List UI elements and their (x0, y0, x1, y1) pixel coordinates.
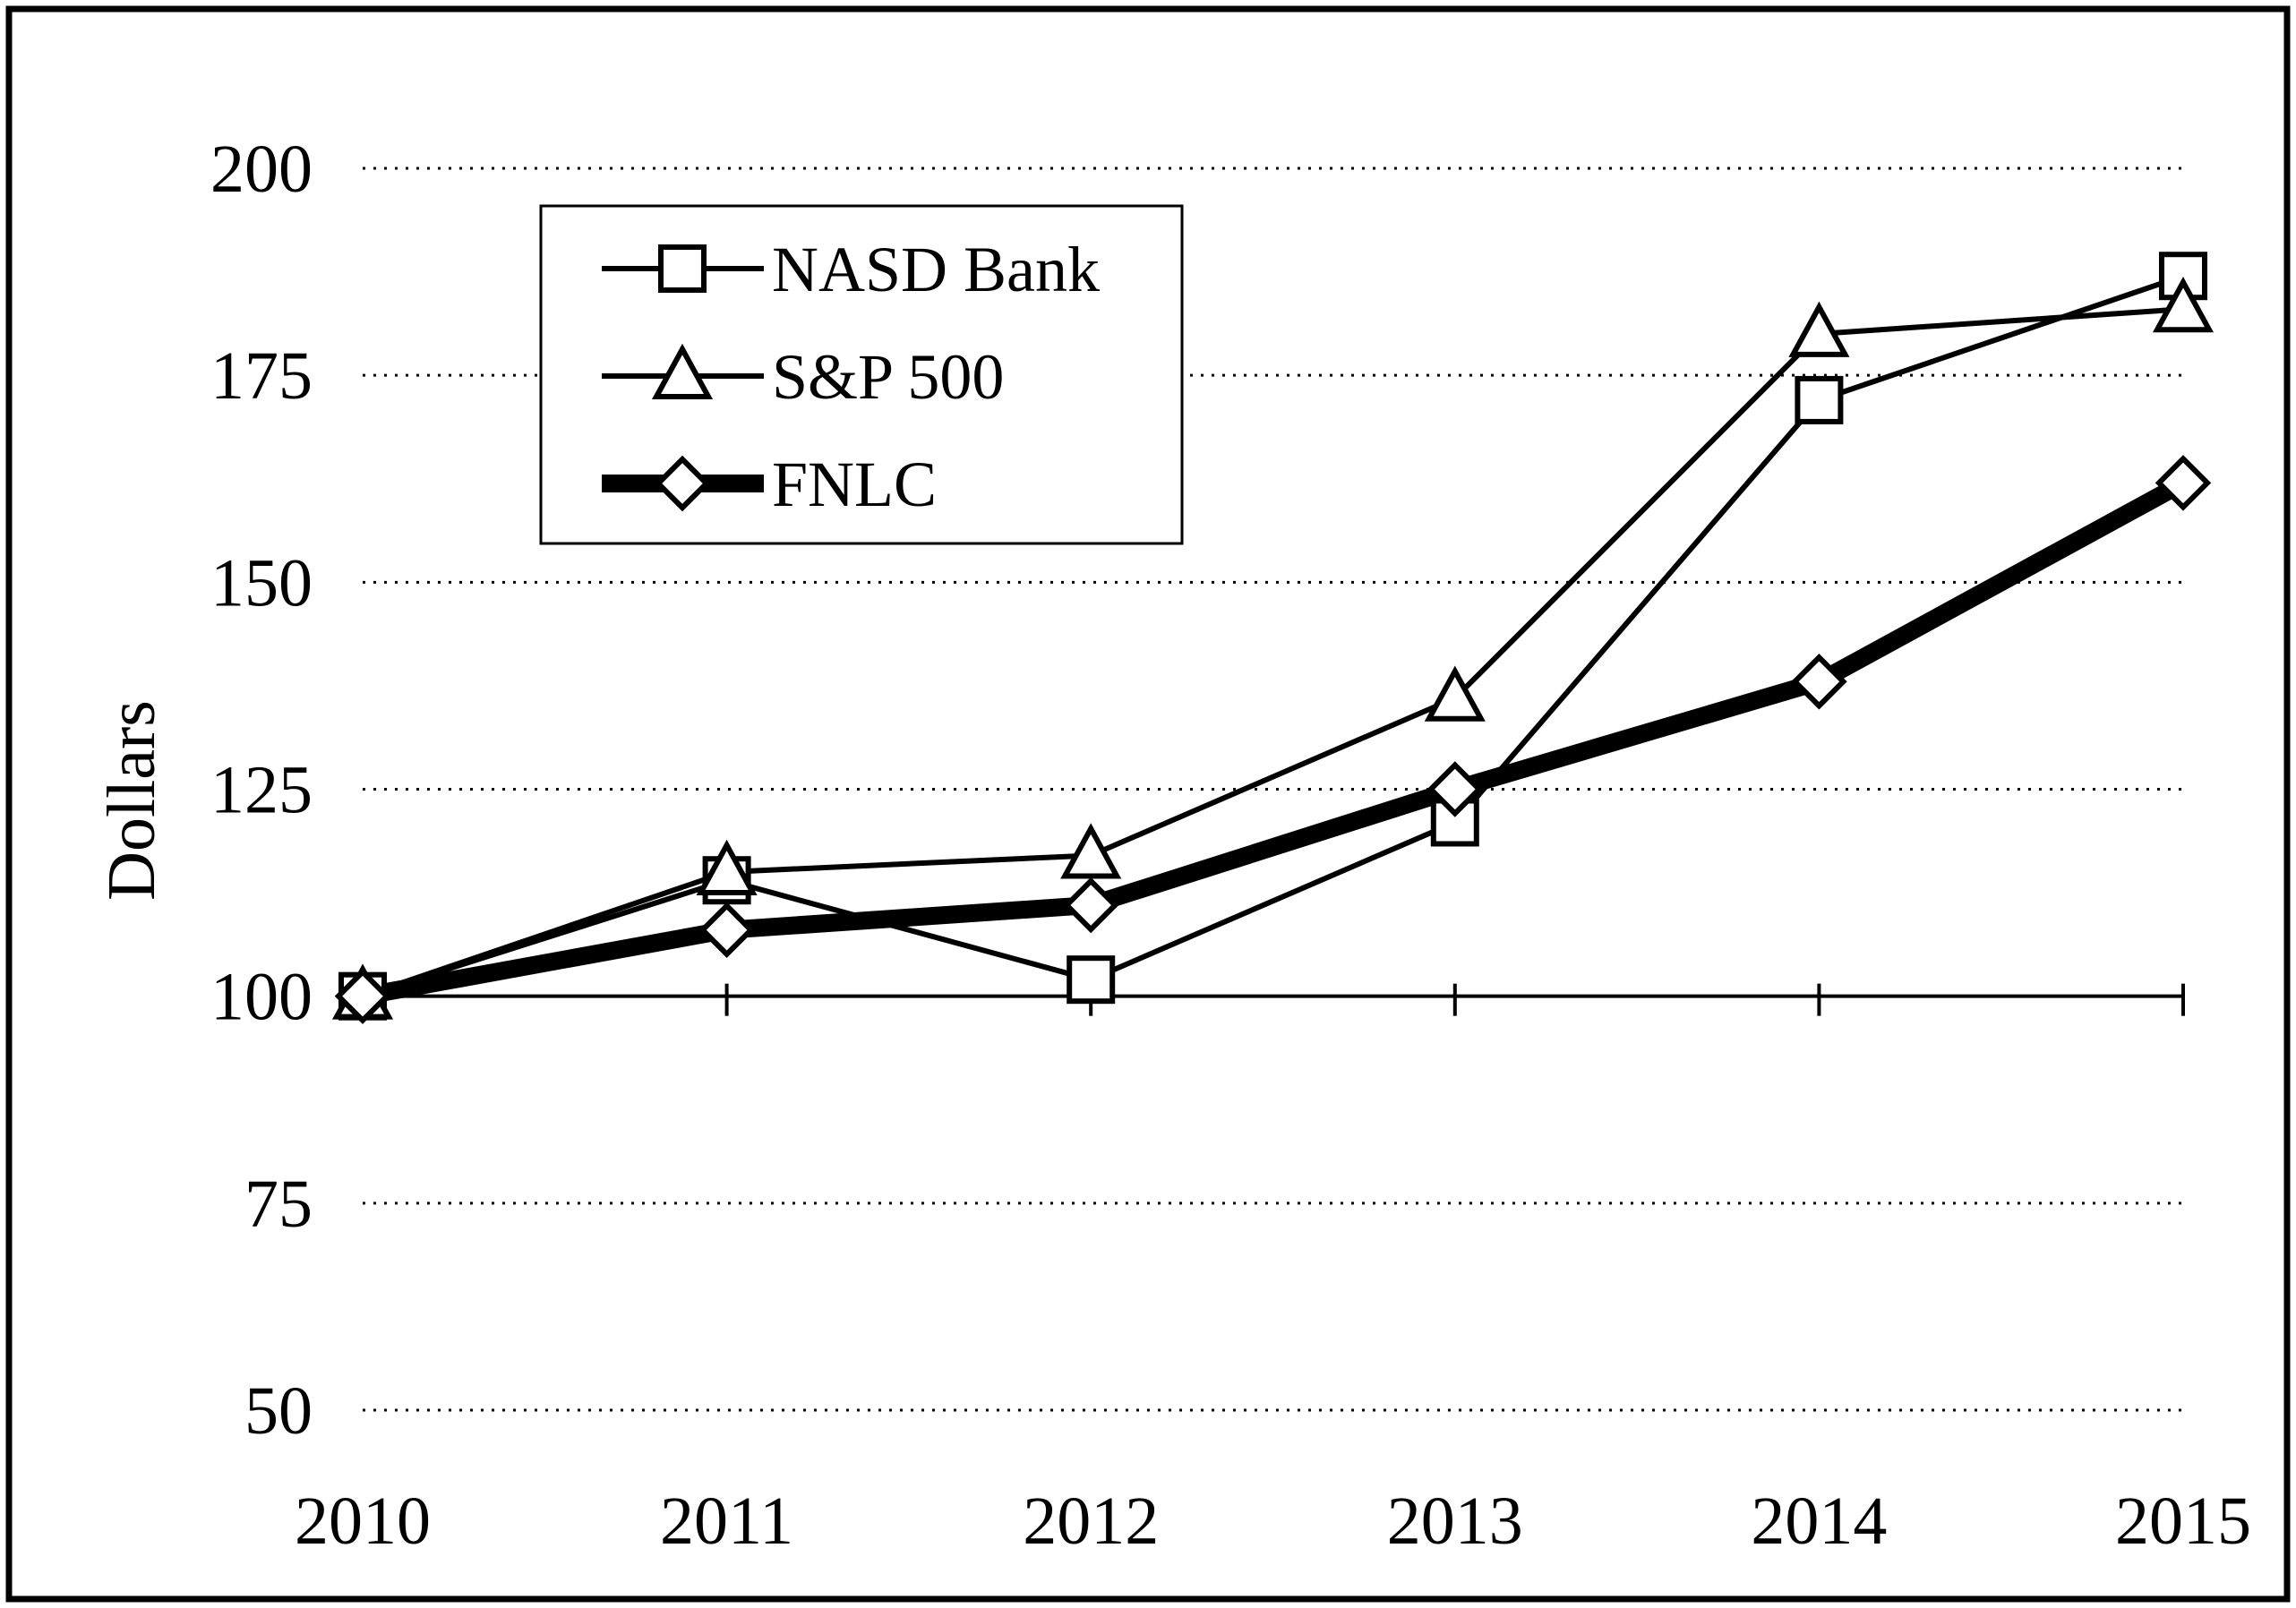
legend: NASD Bank S&P 500 FNLC (539, 204, 1184, 545)
marker-fnlc (334, 968, 391, 1024)
series-line-s-p-500 (362, 306, 2184, 999)
series-line-nasd-bank (362, 273, 2184, 999)
x-tick-label: 2011 (660, 1484, 793, 1559)
y-tick-label: 125 (210, 753, 313, 828)
marker-s-p-500 (2152, 276, 2215, 333)
marker-fnlc (698, 902, 755, 958)
marker-s-p-500 (696, 839, 758, 895)
marker-fnlc (2155, 455, 2212, 511)
figure-border (5, 5, 2291, 1603)
legend-marker-s-p-500 (651, 343, 714, 399)
marker-fnlc (1791, 654, 1847, 710)
x-tick-label: 2013 (1387, 1484, 1523, 1559)
series-markers-fnlc (334, 455, 2212, 1024)
series-line-fnlc (361, 475, 2188, 1005)
marker-nasd-bank (1067, 955, 1116, 1005)
y-tick-label: 100 (210, 960, 313, 1035)
marker-s-p-500 (1788, 301, 1850, 357)
legend-label-s-p-500: S&P 500 (772, 341, 1004, 413)
legend-marker-fnlc (654, 455, 711, 512)
marker-nasd-bank (1795, 375, 1844, 424)
marker-s-p-500 (1060, 823, 1122, 879)
y-tick-label: 150 (210, 545, 313, 620)
marker-fnlc (1062, 877, 1119, 934)
x-tick-labels: 2010 2011 2012 2013 2014 2015 (295, 1484, 2251, 1559)
y-tick-label: 50 (244, 1373, 313, 1449)
y-tick-labels: 50 75 100 125 150 175 200 (210, 132, 313, 1449)
x-axis (361, 983, 2185, 1016)
y-axis-title: Dollars (94, 700, 169, 901)
x-tick-label: 2014 (1751, 1484, 1887, 1559)
y-tick-label: 175 (210, 338, 313, 414)
legend-label-fnlc: FNLC (772, 449, 937, 520)
legend-marker-nasd-bank (658, 244, 707, 293)
y-tick-label: 200 (210, 132, 313, 207)
marker-s-p-500 (1424, 665, 1486, 722)
series-lines (361, 273, 2188, 1005)
marker-fnlc (1426, 761, 1484, 817)
x-tick-label: 2012 (1023, 1484, 1159, 1559)
legend-label-nasd-bank: NASD Bank (772, 234, 1100, 305)
y-tick-label: 75 (244, 1167, 313, 1242)
x-tick-label: 2010 (295, 1484, 431, 1559)
x-tick-label: 2015 (2115, 1484, 2251, 1559)
